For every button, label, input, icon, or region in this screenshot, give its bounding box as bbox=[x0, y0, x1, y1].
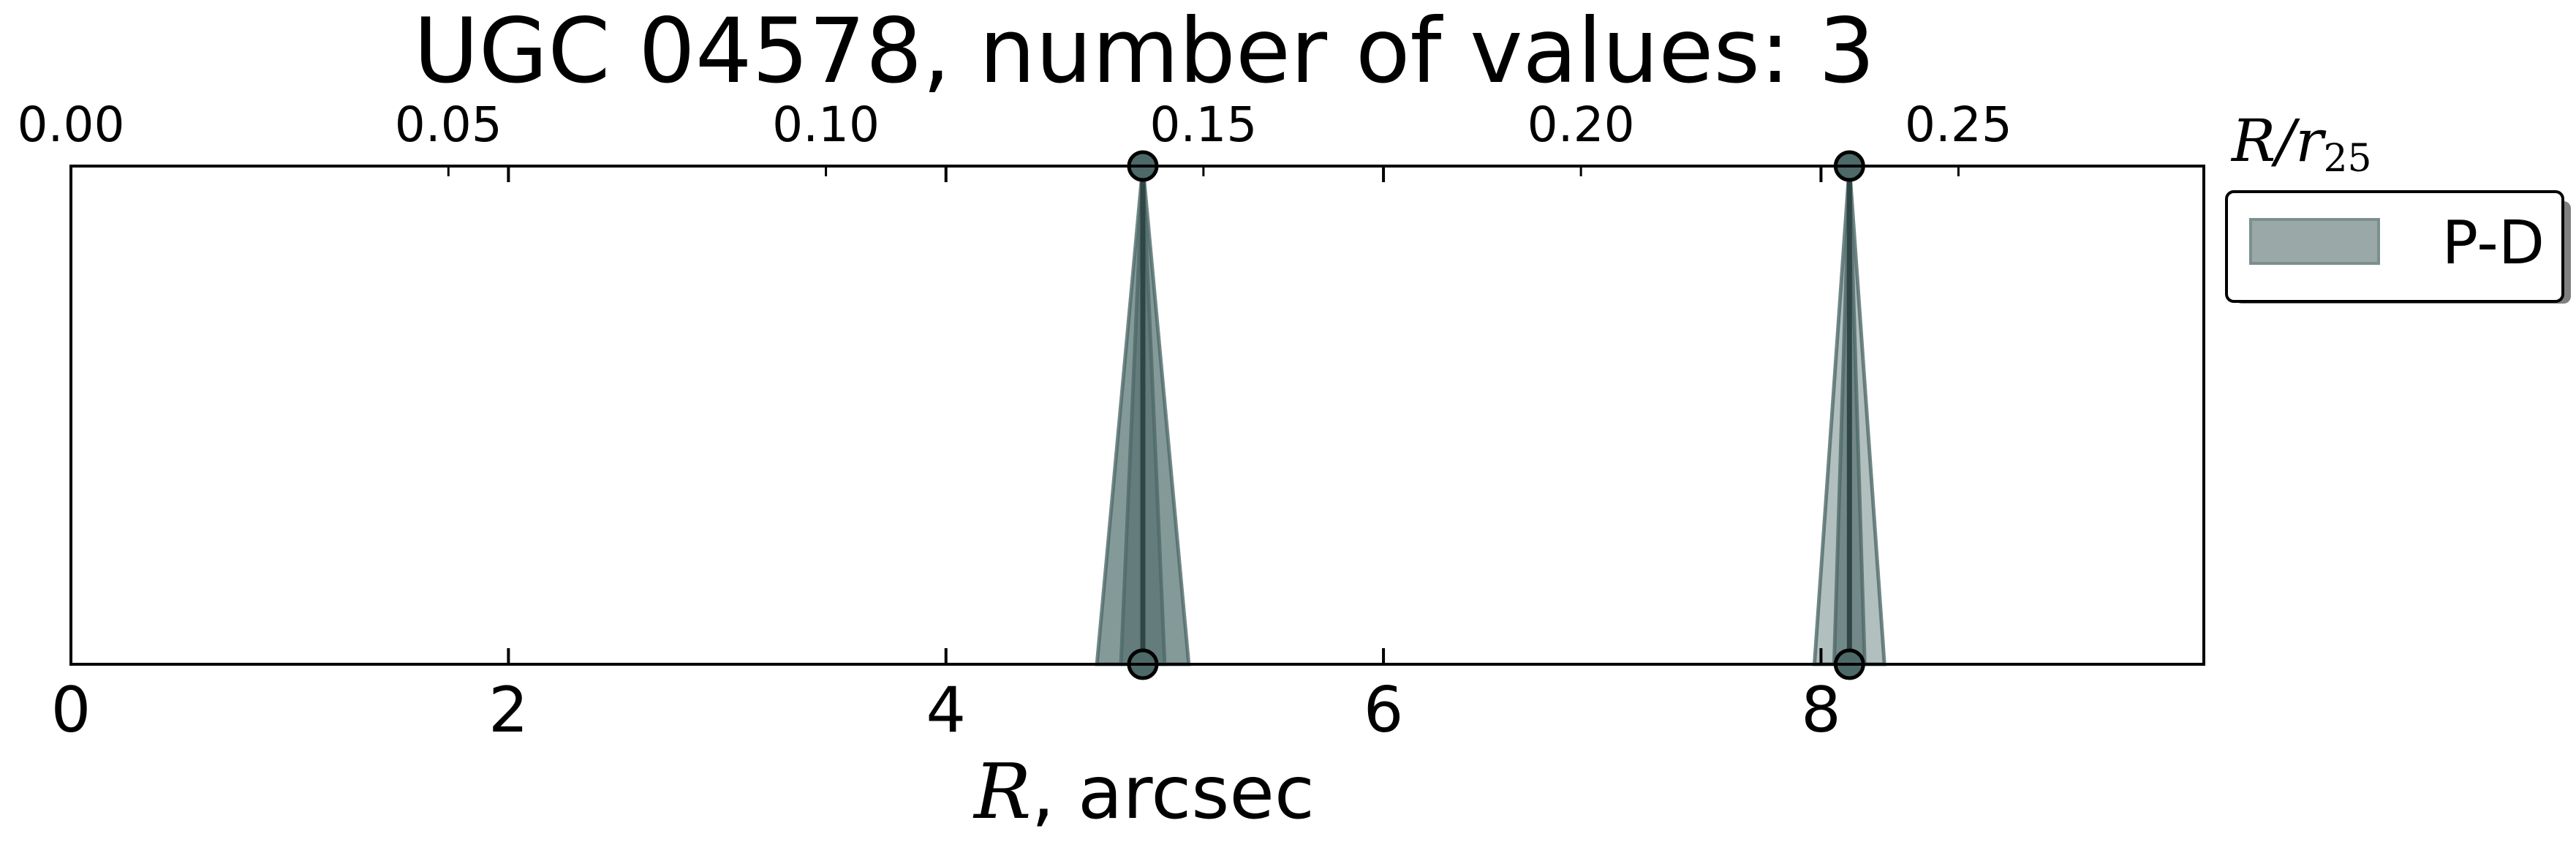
top-axis-label: R/r25 bbox=[2230, 107, 2372, 181]
top-tick-label: 0.15 bbox=[1149, 97, 1257, 153]
legend-label: P-D bbox=[2442, 208, 2545, 278]
plot-area bbox=[1095, 150, 1886, 680]
legend-swatch bbox=[2249, 218, 2380, 265]
x-tick-label: 0 bbox=[51, 674, 91, 747]
x-tick-label: 2 bbox=[488, 674, 529, 747]
x-axis-label: R, arcsec bbox=[972, 747, 1315, 836]
top-tick-label: 0.05 bbox=[395, 97, 502, 153]
ticks: 0 2 4 6 8 0.00 0.05 0.10 0.15 0.20 0.25 bbox=[18, 97, 2012, 747]
top-tick-label: 0.20 bbox=[1527, 97, 1635, 153]
legend: P-D bbox=[2225, 190, 2571, 304]
chart-title: UGC 04578, number of values: 3 bbox=[413, 0, 1875, 103]
top-tick-label: 0.00 bbox=[18, 97, 125, 153]
top-tick-label: 0.25 bbox=[1905, 97, 2012, 153]
top-tick-label: 0.10 bbox=[772, 97, 880, 153]
x-tick-label: 8 bbox=[1801, 674, 1841, 747]
plot-frame bbox=[69, 165, 2205, 666]
x-tick-label: 4 bbox=[926, 674, 966, 747]
x-tick-label: 6 bbox=[1364, 674, 1404, 747]
